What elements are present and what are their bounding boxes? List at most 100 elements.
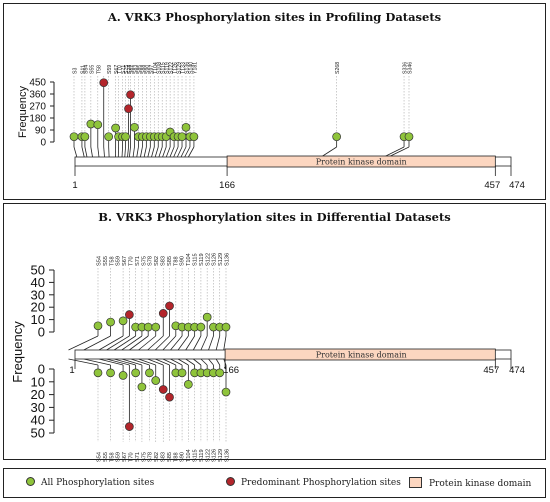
legend: All Phosphorylation sites Predominant Ph…	[3, 468, 546, 498]
y-tick-label: 450	[29, 78, 46, 89]
site-connector-down	[162, 358, 176, 366]
site-label-bottom: S54	[97, 452, 103, 462]
position-tick-label: 457	[483, 365, 499, 376]
site-connector	[97, 146, 100, 158]
site-label-top: S85	[167, 256, 173, 266]
site-marker	[131, 368, 140, 378]
site-label-top: S59	[116, 256, 122, 266]
y-tick-label: 90	[35, 126, 47, 137]
site-marker	[189, 132, 199, 142]
site-connector	[176, 146, 183, 158]
site-connector-down	[155, 358, 170, 366]
site-label-bottom: S67	[122, 452, 128, 462]
domain-label: Protein kinase domain	[316, 158, 407, 167]
site-label-bottom: S119	[199, 449, 205, 462]
site-connector-down	[106, 358, 130, 366]
site-marker	[221, 387, 231, 397]
site-connector	[103, 146, 105, 158]
site-label-bottom: T104	[186, 449, 192, 462]
site-label: S59	[107, 65, 113, 74]
site-label: S71	[121, 65, 127, 74]
site-label-bottom: T70	[129, 452, 135, 462]
site-connector-down	[215, 358, 221, 366]
y-tick-label: 180	[29, 114, 46, 125]
site-marker	[151, 322, 161, 332]
legend-predominant-sites: Predominant Phosphorylation sites	[226, 477, 401, 488]
site-label: Y181	[192, 62, 198, 74]
site-marker	[93, 368, 103, 378]
site-label-bottom: S83	[161, 452, 167, 462]
site-label: S88	[141, 65, 147, 74]
predominant-site-marker	[99, 78, 109, 88]
site-label-bottom: S71	[135, 452, 141, 462]
domain-swatch-icon	[409, 477, 422, 488]
site-label-top: S122	[205, 253, 211, 266]
site-connector	[121, 146, 123, 158]
site-connector-down	[98, 358, 124, 366]
predominant-site-marker	[158, 385, 168, 394]
site-connector	[162, 146, 167, 158]
site-connector-up	[147, 335, 164, 351]
site-marker	[177, 368, 187, 378]
red-dot-icon	[226, 477, 235, 486]
site-connector	[143, 146, 147, 158]
site-connector-down	[138, 358, 156, 366]
site-connector	[147, 146, 151, 158]
site-label-top: S126	[212, 253, 218, 266]
y-tick-label: 30	[31, 400, 45, 415]
y-tick-label: 0	[38, 325, 45, 340]
domain-label: Protein kinase domain	[316, 351, 407, 360]
site-label-top: S78	[148, 256, 154, 266]
position-tick-label: 474	[509, 365, 525, 376]
y-tick-label: 20	[31, 387, 45, 402]
site-connector	[73, 146, 78, 158]
site-label-bottom: S90	[180, 452, 186, 462]
site-marker	[93, 321, 103, 331]
predominant-site-marker	[165, 392, 174, 402]
site-connector	[90, 146, 93, 158]
site-connector-down	[121, 358, 143, 366]
site-connector	[81, 146, 85, 158]
site-label-top: S115	[193, 253, 199, 266]
site-label: S119	[165, 62, 171, 74]
panel-differential: B. VRK3 Phosphorylation sites in Differe…	[3, 203, 546, 462]
site-label: S3	[73, 68, 79, 74]
site-connector-down	[185, 358, 195, 366]
predominant-site-marker	[125, 310, 134, 319]
site-connector-up	[177, 335, 189, 351]
site-label: T126	[173, 62, 179, 74]
site-label: T58	[96, 65, 102, 74]
site-connector	[184, 146, 191, 158]
site-label: S336	[403, 62, 409, 74]
site-connector	[84, 146, 88, 158]
site-label-top: S119	[199, 253, 205, 266]
site-label: S83	[133, 65, 139, 74]
site-connector-up	[106, 335, 130, 351]
site-marker	[137, 382, 147, 392]
site-label-bottom: T88	[173, 452, 179, 462]
site-label-bottom: S85	[167, 452, 173, 462]
site-connector-up	[121, 335, 143, 351]
site-label: S115	[161, 62, 167, 74]
site-connector	[124, 146, 126, 158]
site-marker	[145, 368, 154, 378]
site-connector	[140, 146, 143, 158]
site-marker	[181, 122, 191, 132]
position-tick-label: 1	[69, 365, 74, 376]
site-marker	[151, 376, 161, 385]
y-tick-label: 50	[31, 263, 45, 278]
site-connector	[127, 146, 129, 158]
panel-b-title: B. VRK3 Phosphorylation sites in Differe…	[98, 210, 451, 224]
site-marker	[118, 316, 128, 326]
site-connector-down	[130, 358, 150, 366]
site-label: S122	[169, 62, 175, 74]
site-connector	[136, 146, 139, 158]
site-connector	[320, 146, 337, 158]
site-connector-up	[215, 335, 221, 351]
site-label-top: S129	[218, 253, 224, 266]
site-connector-down	[83, 358, 111, 366]
site-marker	[143, 322, 153, 332]
y-tick-label: 40	[31, 275, 45, 290]
site-label-top: S75	[141, 256, 147, 266]
legend-domain-label: Protein kinase domain	[429, 479, 532, 489]
